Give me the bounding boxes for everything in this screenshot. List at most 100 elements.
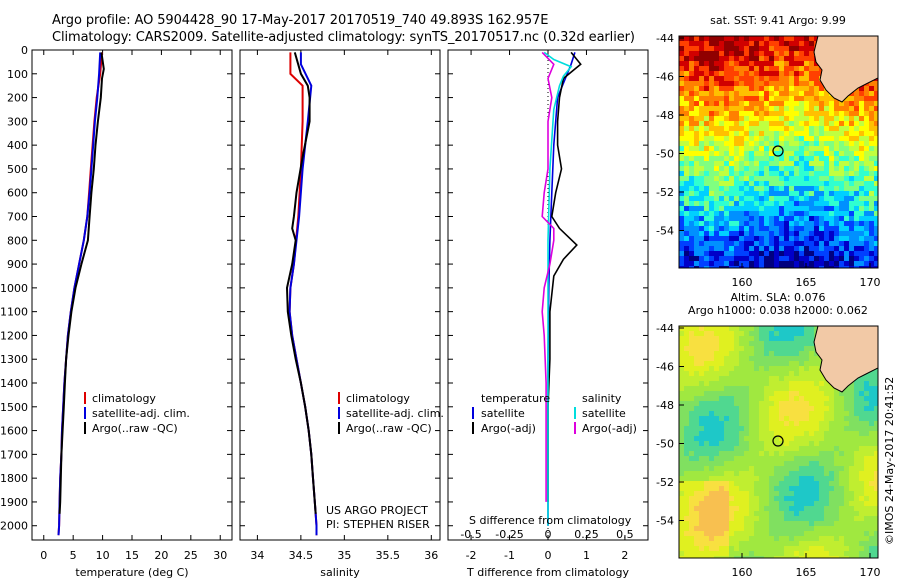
sst-cell [804,51,809,56]
sla-cell [874,376,878,381]
sla-cell [814,401,819,406]
sst-cell [799,86,804,91]
sla-cell [689,396,694,401]
sla-cell [824,521,829,526]
sst-cell [869,191,874,196]
sst-cell [854,111,859,116]
sst-cell [779,241,784,246]
sst-cell [859,211,864,216]
sst-cell [844,96,849,101]
sla-cell [689,441,694,446]
x-tick-label: 30 [213,549,227,562]
sla-cell [864,446,869,451]
sst-cell [774,206,779,211]
sst-cell [854,271,859,276]
sla-cell [744,441,749,446]
sla-cell [789,401,794,406]
sla-cell [714,441,719,446]
sla-cell [789,426,794,431]
sst-cell [849,251,854,256]
sla-cell [874,486,878,491]
sst-cell [869,161,874,166]
sla-cell [859,406,864,411]
sst-cell [769,181,774,186]
sla-cell [719,521,724,526]
sla-cell [694,421,699,426]
sla-cell [694,461,699,466]
sla-cell [679,486,684,491]
sla-cell [849,456,854,461]
sst-cell [759,116,764,121]
sla-cell [869,411,874,416]
sla-cell [769,451,774,456]
sla-cell [814,416,819,421]
sla-cell [694,406,699,411]
sla-cell [754,531,759,536]
sst-cell [774,231,779,236]
sla-cell [799,401,804,406]
sla-cell [854,406,859,411]
sla-cell [809,426,814,431]
sla-cell [704,361,709,366]
sla-cell [839,551,844,556]
sst-cell [824,226,829,231]
sst-cell [794,211,799,216]
sst-cell [699,236,704,241]
sst-cell [679,141,684,146]
sla-cell [774,356,779,361]
sst-cell [864,251,869,256]
sla-cell [744,386,749,391]
sla-cell [824,556,829,558]
sst-cell [689,241,694,246]
sst-cell [874,161,878,166]
sst-cell [829,181,834,186]
sst-cell [734,181,739,186]
sla-cell [804,376,809,381]
sla-cell [814,421,819,426]
sst-cell [864,106,869,111]
sla-cell [744,556,749,558]
sst-cell [864,216,869,221]
sla-cell [834,396,839,401]
sst-cell [829,176,834,181]
sst-cell [849,126,854,131]
sla-cell [704,356,709,361]
sst-cell [854,186,859,191]
sst-cell [854,216,859,221]
sla-cell [819,516,824,521]
sla-cell [799,381,804,386]
map-lon-label: 170 [860,566,881,579]
sst-cell [869,261,874,266]
sla-cell [759,376,764,381]
sst-cell [839,156,844,161]
sst-cell [864,151,869,156]
sla-cell [774,396,779,401]
sla-cell [714,406,719,411]
sla-cell [849,421,854,426]
sst-cell [839,186,844,191]
sla-cell [769,476,774,481]
sst-cell [769,131,774,136]
sst-cell [764,211,769,216]
sla-cell [724,456,729,461]
sla-cell [704,561,709,566]
sst-cell [819,166,824,171]
sst-cell [739,151,744,156]
sla-cell [714,351,719,356]
sla-cell [684,376,689,381]
sst-cell [839,146,844,151]
depth-tick-label: 800 [7,234,28,247]
sst-cell [724,191,729,196]
sst-cell [789,161,794,166]
sla-cell [794,441,799,446]
sla-cell [774,471,779,476]
sst-cell [819,186,824,191]
sla-cell [704,401,709,406]
sla-cell [829,471,834,476]
sla-cell [779,396,784,401]
sla-cell [769,411,774,416]
sst-cell [809,136,814,141]
sla-cell [829,561,834,566]
sst-cell [804,221,809,226]
sst-cell [834,221,839,226]
